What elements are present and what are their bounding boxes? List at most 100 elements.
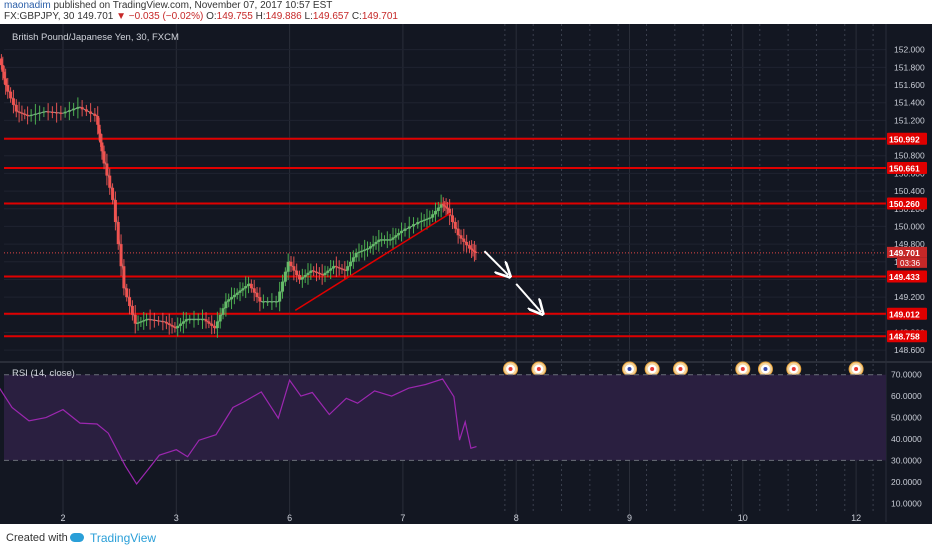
candle-body [326,270,330,273]
candle-body [136,322,140,324]
candle-body [249,283,253,289]
candle-body [456,228,460,236]
candle-body [161,321,165,323]
x-tick-label: 10 [738,513,748,523]
candle-body [320,273,324,276]
candle-body [181,321,185,324]
level-price-label: 148.758 [889,332,920,342]
candle-body [167,323,171,325]
candle-body [425,218,429,220]
low-value: 149.657 [312,11,350,22]
candle-body [100,142,104,152]
candle-body [23,113,27,115]
event-flag-dot-icon [740,367,745,371]
candle-body [232,294,236,298]
price-chart-svg[interactable]: 2 3 6 7 8 9 10 12 152.000 151.800 151.600 151.400 15… [0,24,932,524]
candle-body [371,244,375,247]
event-flag-dot-icon [627,367,632,371]
candle-body [148,319,152,321]
candle-body [252,288,256,293]
rsi-y-tick-label: 70.0000 [891,370,922,380]
candle-body [374,241,378,245]
created-with-label: Created with [6,532,68,544]
candle-body [188,319,192,321]
candle-body [50,111,54,113]
candle-body [221,308,225,315]
candle-body [89,111,93,114]
event-flag-dot-icon [791,367,796,371]
candle-body [317,272,321,274]
candle-body [453,222,457,229]
candle-body [11,98,15,105]
footer: Created with TradingView [0,526,932,550]
candle-body [152,319,156,321]
publish-info: published on TradingView.com, November 0… [53,0,333,11]
candle-body [329,268,333,271]
candle-body [241,288,245,291]
rsi-y-tick-label: 30.0000 [891,455,922,465]
rsi-y-tick-label: 50.0000 [891,413,922,423]
candle-body [238,290,242,293]
level-price-label: 150.992 [889,134,920,144]
candle-body [244,286,248,289]
candle-body [462,238,466,242]
candle-body [72,108,76,111]
candle-body [2,71,6,79]
candle-body [315,271,319,273]
candle-body [412,224,416,227]
current-price-label: 149.701 [889,248,920,258]
y-tick-label: 152.000 [894,45,925,55]
candle-body [354,252,358,258]
event-flag-dot-icon [508,367,513,371]
candle-body [247,283,251,287]
candle-body [343,269,347,271]
candle-body [337,267,341,269]
candle-body [0,58,3,66]
tradingview-brand[interactable]: TradingView [90,531,157,545]
candle-body [334,266,338,268]
candle-body [459,235,463,239]
x-tick-label: 3 [174,513,179,523]
candle-body [139,321,143,323]
candle-body [164,321,168,324]
candle-body [80,107,84,110]
candle-body [363,249,367,251]
candle-body [295,270,299,276]
chart-title: British Pound/Japanese Yen, 30, FXCM [12,32,179,43]
level-price-label: 149.012 [889,309,920,319]
candle-body [213,325,217,329]
candle-body [145,319,149,321]
candle-body [397,233,401,236]
candle-body [227,299,231,302]
level-price-label: 150.661 [889,164,920,174]
tradingview-logo-icon [70,533,84,542]
candle-body [105,163,109,176]
candle-body [266,301,270,303]
candle-body [443,205,447,207]
candle-body [204,319,208,322]
close-value: 149.701 [361,11,398,22]
candle-body [444,206,448,208]
candle-body [439,204,443,208]
candle-body [357,251,361,253]
price-path [0,58,477,329]
event-flag-dot-icon [650,367,655,371]
countdown-label: 03:36 [900,259,921,268]
candle-body [309,270,313,273]
symbol-label: FX:GBPJPY, 30 [4,11,75,22]
y-tick-label: 150.000 [894,221,925,231]
candle-body [312,270,316,272]
author-link[interactable]: maonadim [4,0,51,11]
candle-body [298,275,302,280]
candle-body [42,111,46,113]
rsi-y-tick-label: 60.0000 [891,391,922,401]
level-price-tag [887,162,927,175]
candle-body [419,220,423,223]
candle-body [431,214,435,218]
candle-body [399,230,403,234]
candle-body [270,301,274,303]
candle-body [323,272,327,276]
x-tick-label: 8 [514,513,519,523]
y-tick-label: 151.400 [894,98,925,108]
candle-body [67,110,71,112]
